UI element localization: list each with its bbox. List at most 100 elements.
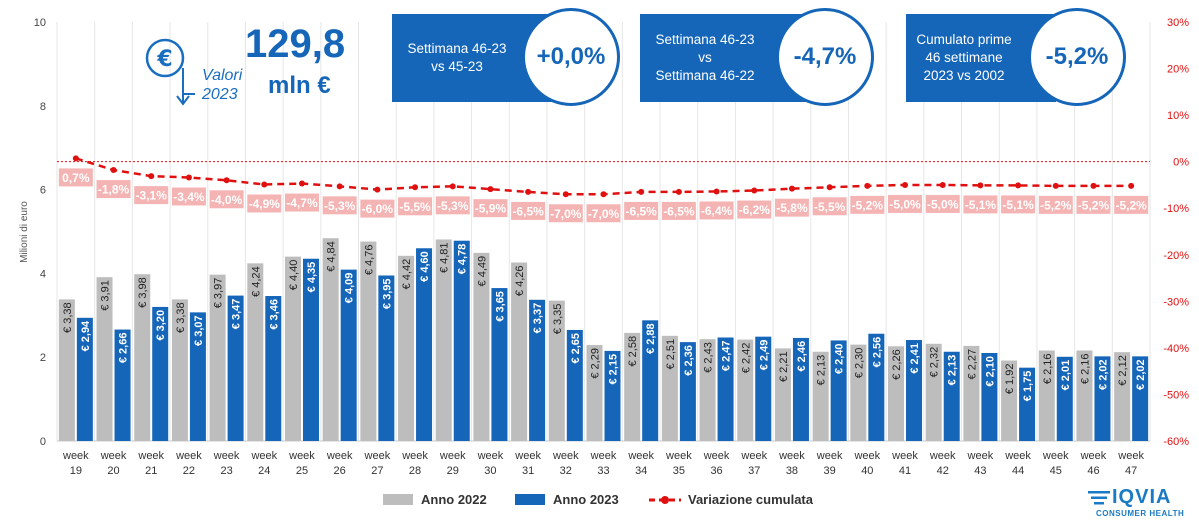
- bar-label-2022: € 2,51: [665, 339, 677, 370]
- x-tick-label: 32: [560, 465, 572, 477]
- bar-label-2022: € 4,49: [476, 256, 488, 287]
- bar-2022: [661, 335, 678, 441]
- x-tick-label: 47: [1125, 465, 1137, 477]
- bar-label-2022: € 3,38: [175, 302, 187, 333]
- bar-2023: [981, 353, 998, 441]
- bar-label-2023: € 3,07: [193, 315, 205, 346]
- x-tick-prefix: week: [929, 450, 956, 462]
- bar-2023: [792, 337, 809, 441]
- variazione-point: [902, 181, 909, 188]
- variazione-point: [788, 185, 795, 192]
- variazione-point: [562, 191, 569, 198]
- x-tick-label: 30: [484, 465, 496, 477]
- bar-label-2023: € 2,56: [871, 337, 883, 368]
- y2-tick-label: -10%: [1163, 203, 1189, 215]
- bar-2022: [134, 274, 151, 441]
- bar-label-2022: € 3,35: [552, 304, 564, 335]
- bar-2022: [398, 255, 415, 441]
- variazione-point: [487, 186, 494, 193]
- variazione-point: [261, 181, 268, 188]
- bar-label-2023: € 2,65: [570, 333, 582, 364]
- x-tick-label: 22: [183, 465, 195, 477]
- bar-2022: [888, 346, 905, 441]
- kpi-yoy-text: Settimana 46-23 vs Settimana 46-22: [640, 31, 770, 85]
- bar-2023: [114, 329, 131, 441]
- legend-swatch-2023: [515, 494, 545, 505]
- bar-label-2023: € 4,60: [419, 251, 431, 282]
- bar-label-2023: € 2,88: [645, 323, 657, 354]
- x-tick-label: 39: [824, 465, 836, 477]
- x-tick-label: 24: [258, 465, 270, 477]
- bar-2023: [604, 350, 621, 441]
- y2-tick-label: -50%: [1163, 389, 1189, 401]
- bar-2022: [284, 256, 301, 441]
- bar-label-2023: € 2,36: [683, 345, 695, 376]
- bar-2023: [868, 333, 885, 441]
- y2-tick-label: -60%: [1163, 436, 1189, 448]
- y-tick-label: 4: [40, 268, 46, 280]
- y2-tick-label: 0%: [1173, 157, 1189, 169]
- variazione-point: [374, 186, 381, 193]
- x-tick-label: 19: [70, 465, 82, 477]
- x-tick-label: 36: [710, 465, 722, 477]
- x-tick-prefix: week: [853, 450, 880, 462]
- x-tick-label: 29: [447, 465, 459, 477]
- variazione-label-bg: [209, 190, 244, 209]
- bar-label-2022: € 4,76: [363, 245, 375, 276]
- bar-2022: [548, 300, 565, 441]
- bar-label-2022: € 2,16: [1079, 353, 1091, 384]
- x-tick-label: 31: [522, 465, 534, 477]
- bar-2023: [453, 240, 470, 441]
- legend-item-variazione: Variazione cumulata: [648, 492, 813, 507]
- variazione-label-bg: [96, 180, 131, 199]
- bar-label-2022: € 3,91: [100, 280, 112, 311]
- bar-2022: [812, 351, 829, 441]
- bar-2023: [529, 299, 546, 441]
- x-tick-prefix: week: [364, 450, 391, 462]
- bar-label-2022: € 2,12: [1117, 355, 1129, 386]
- x-tick-prefix: week: [967, 450, 994, 462]
- y-tick-label: 6: [40, 185, 46, 197]
- x-tick-prefix: week: [816, 450, 843, 462]
- variazione-label-bg: [1038, 195, 1073, 214]
- variazione-point: [449, 183, 456, 190]
- bar-2022: [209, 274, 226, 441]
- bar-label-2022: € 2,29: [590, 348, 602, 379]
- variazione-label: -5,5%: [399, 200, 431, 214]
- variazione-point: [713, 188, 720, 195]
- variazione-label: -5,9%: [475, 202, 507, 216]
- svg-text:€: €: [156, 47, 172, 72]
- bar-label-2023: € 4,09: [344, 273, 356, 304]
- y-tick-label: 0: [40, 436, 46, 448]
- bar-2023: [642, 320, 659, 441]
- kpi-weekly-value: +0,0%: [522, 8, 620, 106]
- bar-2022: [247, 263, 264, 441]
- x-tick-prefix: week: [891, 450, 918, 462]
- variazione-label-bg: [888, 194, 923, 213]
- kpi-cumulative-line3: 2023 vs 2002: [923, 68, 1005, 83]
- bar-2022: [435, 239, 452, 441]
- bar-label-2022: € 2,30: [853, 348, 865, 379]
- bar-2022: [1114, 352, 1131, 441]
- bar-2022: [1076, 350, 1093, 441]
- x-tick-label: 33: [597, 465, 609, 477]
- x-tick-label: 25: [296, 465, 308, 477]
- x-tick-label: 28: [409, 465, 421, 477]
- variazione-label-bg: [1076, 195, 1111, 214]
- bar-2023: [227, 295, 244, 441]
- kpi-weekly-line2: vs 45-23: [431, 59, 483, 74]
- variazione-point: [412, 184, 419, 191]
- bar-label-2022: € 2,16: [1042, 353, 1054, 384]
- variazione-label-bg: [360, 199, 395, 218]
- iqvia-logo-icon: [1088, 490, 1110, 504]
- x-tick-prefix: week: [401, 450, 428, 462]
- bar-label-2023: € 2,46: [796, 341, 808, 372]
- variazione-label: -5,2%: [1115, 198, 1147, 212]
- bar-label-2023: € 3,47: [231, 299, 243, 330]
- variazione-label-bg: [850, 195, 885, 214]
- bar-2023: [943, 351, 960, 441]
- bar-2022: [925, 343, 942, 441]
- x-tick-label: 37: [748, 465, 760, 477]
- bar-label-2023: € 2,02: [1097, 359, 1109, 390]
- x-tick-label: 42: [937, 465, 949, 477]
